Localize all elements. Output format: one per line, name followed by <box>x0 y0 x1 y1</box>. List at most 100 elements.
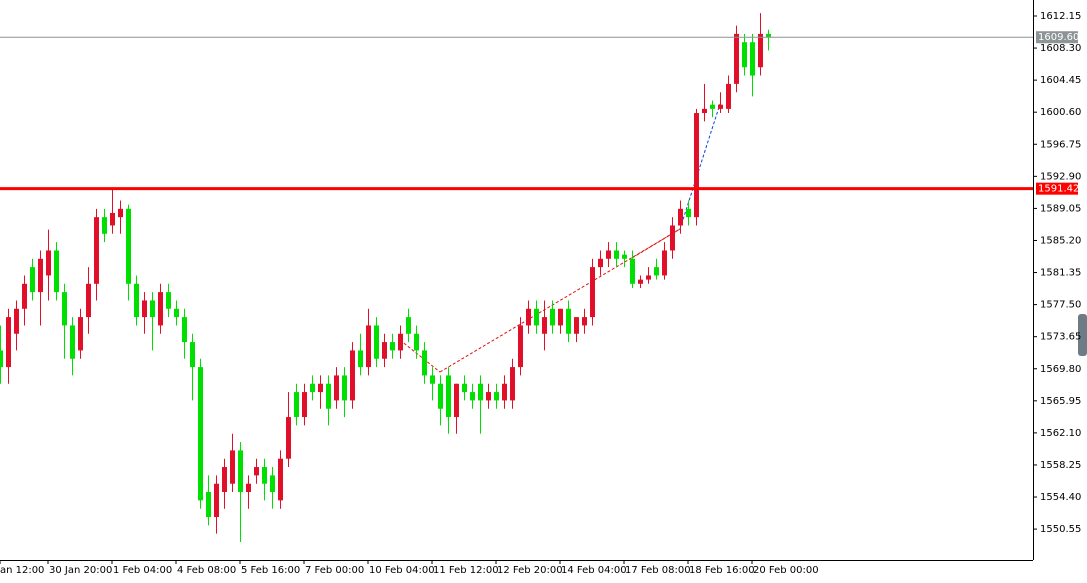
y-tick-label: 1554.40 <box>1040 492 1081 503</box>
candle-body <box>22 283 27 309</box>
candle-body <box>326 383 331 409</box>
candle-body <box>678 208 683 226</box>
candle-body <box>0 350 3 368</box>
candle-body <box>358 350 363 368</box>
candle-body <box>486 392 491 401</box>
candle-body <box>334 375 339 401</box>
candle-body <box>350 350 355 401</box>
candle-body <box>742 42 747 68</box>
candle-body <box>382 342 387 359</box>
candle-body <box>102 217 107 234</box>
scroll-handle[interactable] <box>1078 314 1087 356</box>
candle-body <box>302 392 307 418</box>
candle-body <box>374 325 379 359</box>
candle-body <box>542 317 547 334</box>
candle-body <box>710 104 715 109</box>
candle-body <box>70 325 75 359</box>
x-tick-label: 17 Feb 08:00 <box>625 565 691 576</box>
trade-line <box>399 339 441 373</box>
candle-body <box>558 308 563 326</box>
candle-body <box>734 33 739 84</box>
candle-body <box>590 267 595 318</box>
candle-body <box>494 392 499 401</box>
candle-body <box>278 458 283 501</box>
candle-body <box>654 267 659 276</box>
x-tick-label: 10 Feb 04:00 <box>369 565 435 576</box>
x-tick-label: 12 Feb 20:00 <box>497 565 563 576</box>
candle-body <box>414 333 419 351</box>
candle-body <box>246 483 251 493</box>
candle-body <box>182 317 187 343</box>
x-tick-label: Jan 12:00 <box>0 565 44 576</box>
candle-body <box>534 308 539 326</box>
x-tick-label: 7 Feb 00:00 <box>305 565 364 576</box>
x-tick-label: 11 Feb 12:00 <box>433 565 499 576</box>
trade-line <box>439 228 681 373</box>
candle-body <box>446 375 451 418</box>
candle-body <box>110 212 115 226</box>
x-tick-label: 4 Feb 08:00 <box>177 565 236 576</box>
candle-body <box>390 342 395 351</box>
candle-body <box>118 208 123 218</box>
candle-body <box>134 283 139 318</box>
candle-body <box>158 292 163 326</box>
candle-body <box>166 292 171 309</box>
candle-body <box>46 250 51 276</box>
candle-body <box>6 317 11 368</box>
y-tick-label: 1573.65 <box>1040 332 1081 343</box>
candle-body <box>438 383 443 409</box>
candle-body <box>54 250 59 293</box>
candle-body <box>726 83 731 109</box>
y-tick-label: 1612.15 <box>1040 11 1081 22</box>
candle-body <box>286 417 291 459</box>
candle-body <box>254 467 259 476</box>
candle-body <box>750 42 755 76</box>
candle-body <box>406 317 411 334</box>
candle-body <box>214 483 219 518</box>
candle-body <box>38 258 43 293</box>
candle-body <box>638 279 643 284</box>
candle-body <box>318 383 323 393</box>
x-tick-label: 30 Jan 20:00 <box>49 565 112 576</box>
candle-body <box>518 325 523 368</box>
candle-body <box>222 467 227 493</box>
candle-body <box>478 383 483 401</box>
candle-body <box>718 104 723 109</box>
candle-body <box>62 292 67 326</box>
candle-body <box>582 317 587 326</box>
candle-body <box>606 250 611 259</box>
x-tick-label: 20 Feb 00:00 <box>753 565 819 576</box>
price-label-box <box>1036 31 1078 44</box>
x-tick-label: 5 Feb 16:00 <box>241 565 300 576</box>
y-tick-label: 1600.60 <box>1040 107 1081 118</box>
candle-body <box>294 392 299 418</box>
candle-body <box>574 317 579 334</box>
price-label: 1591.42 <box>1038 184 1079 195</box>
candle-body <box>142 300 147 318</box>
candle-body <box>430 375 435 384</box>
candle-body <box>206 492 211 518</box>
y-tick-label: 1589.05 <box>1040 203 1081 214</box>
candle-body <box>422 350 427 376</box>
candle-body <box>454 383 459 418</box>
candle-body <box>14 308 19 334</box>
candle-body <box>94 217 99 284</box>
y-tick-label: 1608.30 <box>1040 43 1081 54</box>
candle-body <box>598 258 603 268</box>
y-tick-label: 1592.90 <box>1040 171 1081 182</box>
candle-body <box>646 275 651 280</box>
candle-body <box>462 383 467 393</box>
y-tick-label: 1585.20 <box>1040 235 1081 246</box>
y-tick-label: 1577.50 <box>1040 300 1081 311</box>
candle-body <box>622 254 627 259</box>
candle-body <box>342 375 347 401</box>
y-tick-label: 1596.75 <box>1040 139 1081 150</box>
candle-body <box>230 450 235 484</box>
y-tick-label: 1604.45 <box>1040 75 1081 86</box>
candle-body <box>190 342 195 368</box>
candle-body <box>630 258 635 284</box>
x-tick-label: 14 Feb 04:00 <box>561 565 627 576</box>
candle-body <box>262 467 267 484</box>
candle-body <box>502 383 507 401</box>
candle-body <box>614 250 619 259</box>
